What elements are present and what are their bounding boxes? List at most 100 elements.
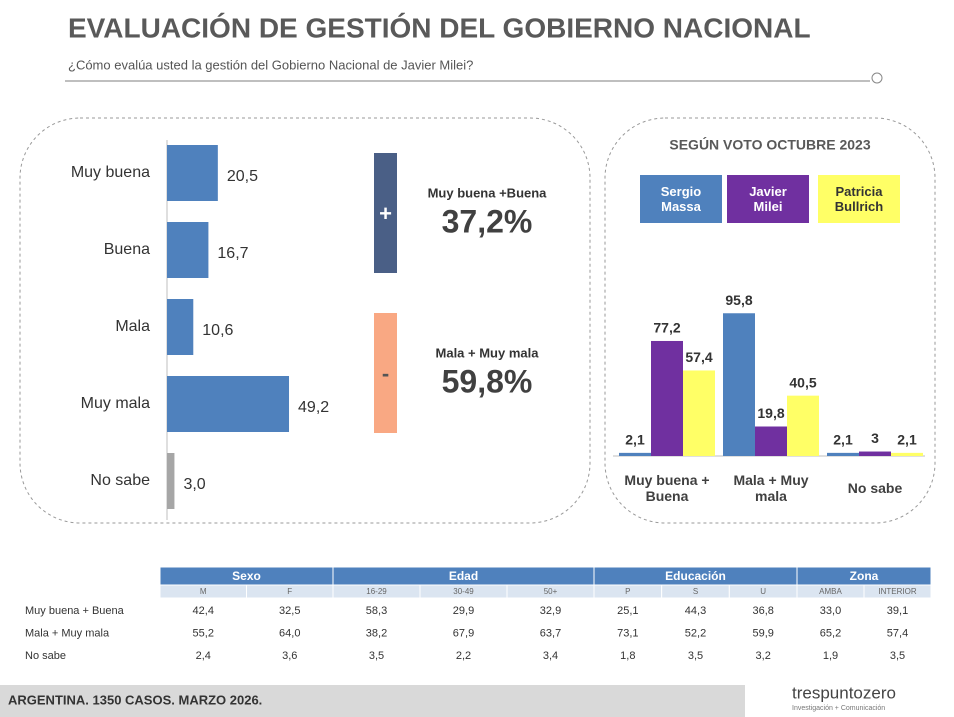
table-column-label: 50+	[544, 587, 558, 596]
category-label: No sabe	[90, 472, 150, 489]
subtitle: ¿Cómo evalúa usted la gestión del Gobier…	[68, 57, 473, 72]
category-label: Muy mala	[81, 395, 150, 412]
bar	[683, 370, 715, 456]
summary-value: 37,2%	[442, 203, 533, 239]
table-column-label: AMBA	[819, 587, 842, 596]
bar	[619, 452, 651, 456]
table-cell: 29,9	[453, 605, 474, 617]
footer-bar	[0, 685, 745, 717]
table-column-label: INTERIOR	[878, 587, 916, 596]
table-cell: 64,0	[279, 627, 300, 639]
summary-value: 59,8%	[442, 363, 533, 399]
table-cell: 3,5	[369, 650, 384, 662]
category-label: Muy buena + Buena	[624, 472, 710, 504]
table-cell: 73,1	[617, 627, 638, 639]
table-cell: 36,8	[752, 605, 773, 617]
table-row-label: Mala + Muy mala	[25, 627, 110, 639]
table-cell: 57,4	[887, 627, 908, 639]
legend-item: Sergio Massa	[640, 175, 722, 223]
bar	[723, 313, 755, 456]
table-cell: 38,2	[366, 627, 387, 639]
table-cell: 39,1	[887, 605, 908, 617]
table-group-label: Edad	[449, 569, 478, 583]
table-cell: 3,5	[890, 650, 905, 662]
bar	[167, 299, 194, 355]
table-group-label: Sexo	[232, 569, 261, 583]
table-cell: 3,6	[282, 650, 297, 662]
value-label: 95,8	[725, 292, 752, 308]
value-label: 40,5	[789, 374, 816, 390]
table-cell: 1,8	[620, 650, 635, 662]
table-cell: 2,2	[456, 650, 471, 662]
value-label: 20,5	[227, 168, 258, 185]
table-cell: 32,5	[279, 605, 300, 617]
bar	[827, 452, 859, 456]
bar	[891, 452, 923, 456]
table-cell: 3,4	[543, 650, 558, 662]
table-cell: 52,2	[685, 627, 706, 639]
bar	[167, 145, 218, 201]
bar	[787, 395, 819, 456]
table-cell: 42,4	[193, 605, 214, 617]
value-label: 57,4	[685, 349, 712, 365]
value-label: 3,0	[183, 476, 205, 493]
brand: trespuntozero	[792, 683, 896, 702]
table-column-label: 30-49	[453, 587, 474, 596]
value-label: 2,1	[625, 432, 645, 448]
bar	[167, 453, 175, 509]
bar	[167, 376, 290, 432]
value-label: 19,8	[757, 405, 784, 421]
panel	[19, 117, 591, 524]
table-cell: 33,0	[820, 605, 841, 617]
value-label: 16,7	[217, 245, 248, 262]
table-cell: 3,5	[688, 650, 703, 662]
category-label: No sabe	[847, 480, 903, 496]
category-label: Mala	[115, 318, 150, 335]
table-column-label: M	[200, 587, 207, 596]
tagline: Investigación + Comunicación	[792, 705, 885, 712]
category-label: Muy buena	[71, 164, 150, 181]
table-cell: 59,9	[752, 627, 773, 639]
table-column-label: 16-29	[366, 587, 387, 596]
summary-sign: +	[379, 201, 392, 226]
value-label: 49,2	[298, 399, 329, 416]
legend-item: Patricia Bullrich	[818, 175, 900, 223]
bar	[167, 222, 209, 278]
summary-label: Muy buena +Buena	[428, 185, 548, 200]
table-cell: 58,3	[366, 605, 387, 617]
footer-note: ARGENTINA. 1350 CASOS. MARZO 2026.	[8, 692, 262, 707]
table-cell: 65,2	[820, 627, 841, 639]
table-cell: 32,9	[540, 605, 561, 617]
table-cell: 63,7	[540, 627, 561, 639]
bar	[755, 426, 787, 456]
summary-box	[374, 313, 397, 433]
legend-item: Javier Milei	[727, 175, 809, 223]
table-group-label: Zona	[850, 569, 879, 583]
bar	[859, 451, 891, 456]
table-column-label: S	[693, 587, 698, 596]
panel	[604, 117, 936, 524]
table-cell: 67,9	[453, 627, 474, 639]
ornament	[871, 72, 883, 84]
value-label: 3	[871, 430, 879, 446]
table-row-label: Muy buena + Buena	[25, 605, 125, 617]
table-cell: 2,4	[196, 650, 211, 662]
bar	[651, 340, 683, 456]
value-label: 10,6	[202, 322, 233, 339]
summary-label: Mala + Muy mala	[436, 345, 540, 360]
value-label: 2,1	[897, 432, 917, 448]
title: EVALUACIÓN DE GESTIÓN DEL GOBIERNO NACIO…	[68, 12, 811, 43]
table-subheader	[863, 584, 932, 599]
category-label: Buena	[104, 241, 150, 258]
table-cell: 3,2	[756, 650, 771, 662]
table-cell: 44,3	[685, 605, 706, 617]
table-cell: 1,9	[823, 650, 838, 662]
table-cell: 55,2	[193, 627, 214, 639]
summary-sign: -	[382, 361, 389, 386]
table-cell: 25,1	[617, 605, 638, 617]
value-label: 2,1	[833, 432, 853, 448]
table-group-label: Educación	[665, 569, 726, 583]
table-row-label: No sabe	[25, 650, 66, 662]
table-column-label: U	[760, 587, 766, 596]
